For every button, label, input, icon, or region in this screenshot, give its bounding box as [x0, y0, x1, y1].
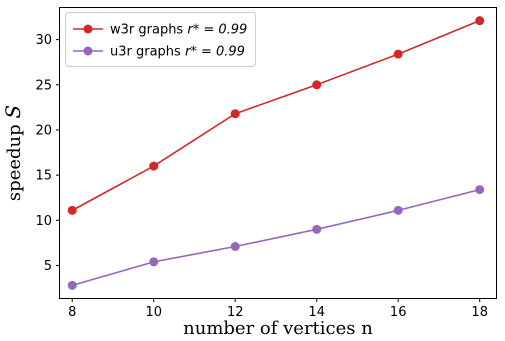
- x-tick-label: 16: [390, 305, 407, 320]
- plot-area: [59, 7, 497, 299]
- y-axis-label-symbol: S: [1, 105, 25, 119]
- x-axis-label: number of vertices n: [183, 318, 373, 339]
- y-tick-label: 15: [35, 169, 52, 184]
- legend-swatch-marker-u3r: [83, 46, 93, 56]
- data-point-u3r: [149, 257, 159, 267]
- data-point-u3r: [67, 280, 77, 290]
- series-line-w3r: [71, 19, 481, 212]
- x-tick-label: 12: [227, 305, 244, 320]
- data-point-w3r: [230, 109, 240, 119]
- legend-frame: [65, 12, 256, 67]
- data-point-u3r: [230, 242, 240, 252]
- x-tick-label: 14: [308, 305, 325, 320]
- data-point-u3r: [393, 205, 403, 215]
- legend-label-w3r: w3r graphs r* = 0.99: [110, 23, 247, 38]
- legend-series-name-w3r: w3r graphs: [110, 23, 183, 38]
- y-tick-label: 10: [35, 214, 52, 229]
- legend: w3r graphs r* = 0.99 u3r graphs r* = 0.9…: [65, 12, 256, 67]
- y-tick-label: 20: [35, 123, 52, 138]
- x-tick-label: 10: [145, 305, 162, 320]
- data-point-w3r: [475, 16, 485, 26]
- data-point-u3r: [475, 185, 485, 195]
- y-tick-label: 25: [35, 78, 52, 93]
- data-point-w3r: [149, 161, 159, 171]
- y-axis-ticks: 5 10 15 20 25 30: [35, 33, 60, 274]
- y-tick-label: 5: [44, 259, 52, 274]
- data-point-w3r: [67, 205, 77, 215]
- y-tick-label: 30: [35, 33, 52, 48]
- legend-math-w3r: r* = 0.99: [187, 23, 247, 38]
- x-tick-label: 8: [68, 305, 76, 320]
- data-point-u3r: [312, 224, 322, 234]
- data-point-w3r: [393, 49, 403, 59]
- x-tick-label: 18: [471, 305, 488, 320]
- data-point-w3r: [312, 80, 322, 90]
- series-layer: [67, 16, 485, 290]
- legend-swatch-marker-w3r: [83, 24, 93, 34]
- plot-frame: [59, 7, 497, 299]
- x-axis-ticks: 8 10 12 14 16 18: [68, 298, 488, 320]
- y-axis-label: speedup S: [1, 105, 25, 201]
- series-line-u3r: [72, 188, 480, 287]
- y-axis-label-text: speedup: [4, 119, 25, 201]
- legend-series-name-u3r: u3r graphs: [110, 45, 181, 60]
- legend-math-u3r: r* = 0.99: [185, 45, 245, 60]
- legend-label-u3r: u3r graphs r* = 0.99: [110, 45, 245, 60]
